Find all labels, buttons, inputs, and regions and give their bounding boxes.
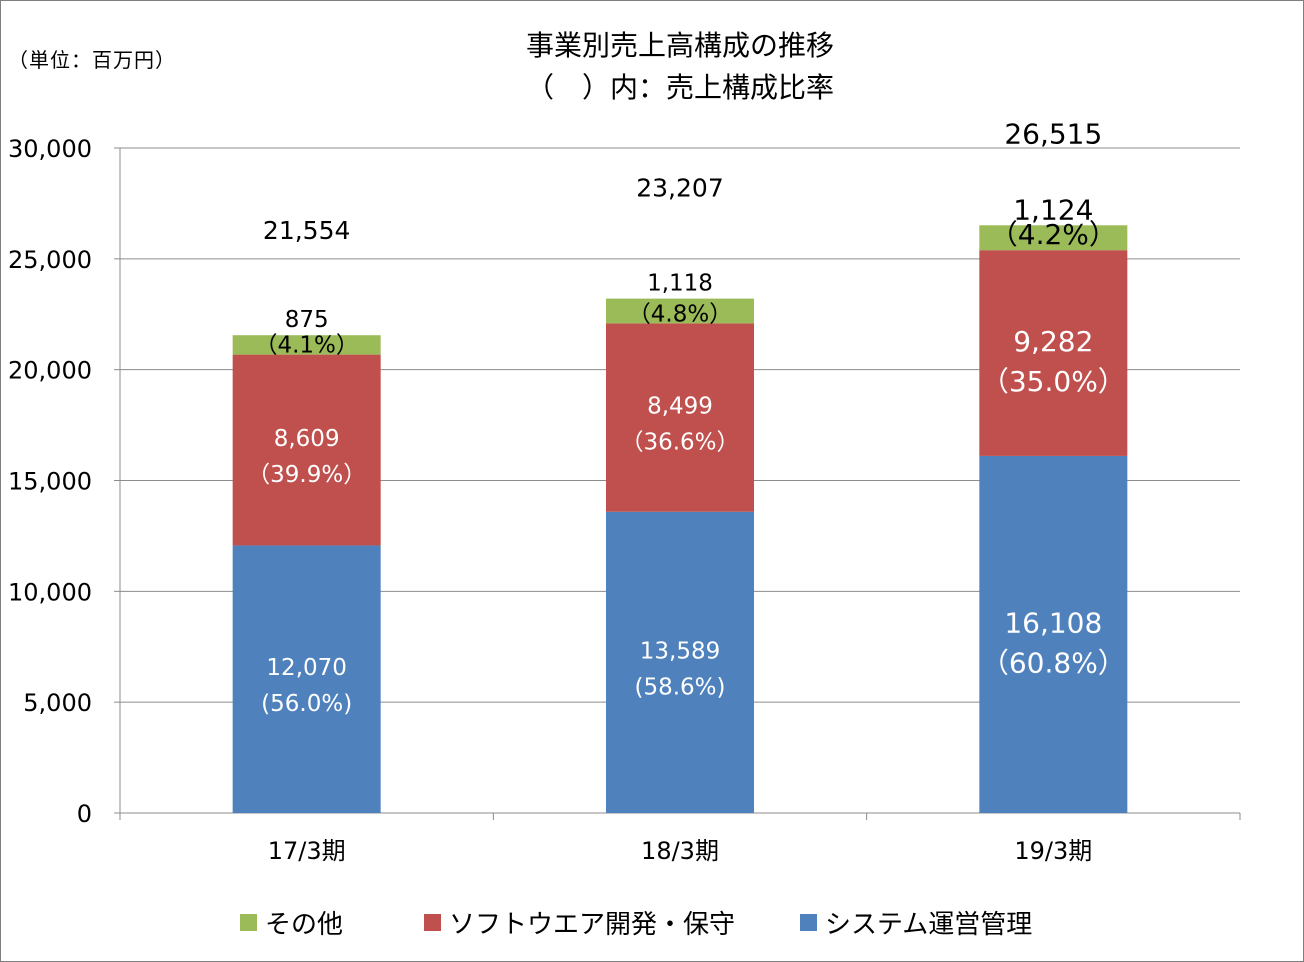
bar-segment [979,225,1128,251]
y-tick-label: 5,000 [23,689,92,717]
bar-segment [606,323,754,512]
data-label-value: 13,589 [640,638,720,664]
x-tick-label: 19/3期 [1014,837,1092,865]
total-label: 26,515 [1004,117,1102,150]
y-tick-label: 25,000 [8,246,92,274]
data-label-percent: (56.0%) [261,691,352,717]
chart-title: 事業別売上高構成の推移 [525,29,834,62]
legend-item: ソフトウエア開発・保守 [424,904,735,941]
y-tick-label: 20,000 [8,357,92,385]
bar-segment [979,455,1128,813]
data-label-percent: （36.6%） [620,430,739,456]
data-label-percent: （35.0%） [981,365,1126,398]
data-label-value: 9,282 [1013,325,1093,358]
bar-segment [232,354,381,546]
legend-label: ソフトウエア開発・保守 [449,910,736,940]
data-label-value: 8,609 [274,426,340,452]
y-tick-label: 10,000 [8,578,92,606]
data-label-value: 1,124 [1013,193,1093,226]
total-label: 23,207 [636,174,723,203]
legend-swatch [240,914,257,931]
unit-label: （単位：百万円） [8,48,176,72]
chart-subtitle: （ ）内：売上構成比率 [525,71,834,104]
x-tick-label: 17/3期 [268,837,346,865]
bar-segment [606,511,754,813]
data-label-value: 12,070 [266,655,346,681]
total-label: 21,554 [263,216,350,245]
legend-label: その他 [265,910,344,940]
legend-swatch [424,914,441,931]
bar-segment [979,250,1128,456]
stacked-bar-chart: 0 5,000 10,000 15,000 20,000 25,000 30,000 12,0… [8,117,1241,865]
data-label-percent: （4.2%） [990,218,1117,251]
bar-segment [232,545,381,813]
data-label-percent: （60.8%） [981,646,1126,679]
data-label-percent: （4.1%） [254,333,358,359]
data-label-value: 16,108 [1004,606,1102,639]
data-label-percent: （4.8%） [628,301,732,327]
data-label-value: 8,499 [647,394,713,420]
data-label-percent: （39.9%） [247,462,366,488]
legend: その他 ソフトウエア開発・保守 システム運営管理 [0,904,1304,944]
bar-segment [232,335,381,355]
y-tick-label: 15,000 [8,468,92,496]
data-label-value: 1,118 [647,271,713,297]
y-tick-label: 30,000 [8,135,92,163]
y-tick-label: 0 [77,800,92,828]
bar-segment [606,298,754,324]
data-label-value: 875 [285,307,329,333]
legend-label: システム運営管理 [825,910,1033,940]
legend-item: その他 [240,904,343,941]
legend-swatch [800,914,817,931]
x-tick-label: 18/3期 [641,837,719,865]
data-label-percent: (58.6%) [634,674,725,700]
legend-item: システム運営管理 [800,904,1032,941]
